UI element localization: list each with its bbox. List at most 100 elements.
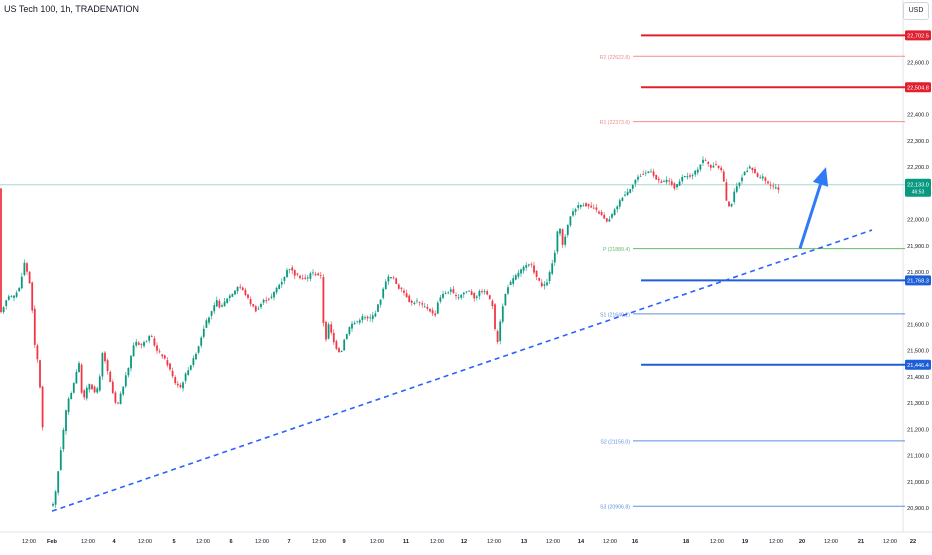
bearish-candle: [218, 300, 221, 308]
bullish-candle: [371, 315, 374, 320]
bearish-candle: [767, 181, 769, 184]
bullish-candle: [676, 184, 678, 188]
bearish-candle: [429, 308, 431, 312]
time-axis[interactable]: 12:00 Feb 12:00 4 12:00 5 12:00 6 12:00 7 12:00 9 12…: [22, 539, 916, 545]
currency-button[interactable]: USD: [903, 2, 929, 20]
bearish-candle: [247, 294, 249, 298]
bullish-candle: [390, 277, 392, 279]
bearish-candle: [31, 282, 34, 311]
bearish-candle: [169, 363, 171, 370]
bullish-candle: [88, 383, 91, 390]
bearish-candle: [91, 384, 93, 390]
bearish-candle: [707, 161, 710, 164]
price-tick-label: 21,300.0: [907, 401, 929, 407]
bullish-candle: [182, 382, 184, 389]
bullish-candle: [286, 270, 288, 277]
bullish-candle: [67, 398, 70, 413]
bearish-candle: [317, 273, 320, 276]
bullish-candle: [738, 182, 741, 186]
bearish-candle: [418, 302, 421, 304]
bearish-candle: [605, 218, 608, 222]
arrow-layer: [798, 167, 829, 249]
price-tick-label: 21,500.0: [907, 349, 929, 355]
bearish-candle: [652, 171, 655, 176]
bullish-candle: [70, 393, 73, 400]
bearish-candle: [156, 345, 158, 351]
bearish-candle: [603, 214, 606, 219]
price-axis[interactable]: 22,600.0 22,400.0 22,300.0 22,200.0 22,000.0…: [907, 60, 929, 512]
bullish-candle: [262, 299, 265, 303]
bullish-candle: [647, 171, 650, 173]
bullish-candle: [18, 287, 21, 292]
bullish-candle: [228, 295, 231, 298]
bearish-candle: [117, 402, 119, 404]
support-level-label: S1 (21640.2): [600, 312, 630, 318]
bearish-candle: [111, 381, 114, 394]
bullish-candle: [678, 181, 681, 186]
bullish-candle: [543, 284, 546, 286]
bullish-candle: [205, 320, 208, 328]
bearish-candle: [0, 188, 2, 313]
bearish-candle: [754, 168, 756, 174]
bullish-candle: [413, 302, 416, 305]
bullish-candle: [130, 355, 132, 369]
upward-arrow-shaft: [798, 183, 822, 249]
bullish-candle: [353, 322, 356, 325]
bullish-candle: [54, 491, 57, 505]
bullish-candle: [208, 317, 210, 323]
bearish-candle: [293, 270, 296, 276]
time-tick-label: 6: [229, 539, 232, 545]
ascending-trendline: [51, 229, 873, 512]
upward-arrow-head: [812, 167, 829, 187]
bearish-candle: [764, 177, 767, 181]
bullish-candle: [384, 281, 387, 290]
bullish-candle: [288, 269, 291, 270]
bearish-candle: [673, 183, 676, 189]
bullish-candle: [15, 292, 18, 297]
bullish-candle: [119, 393, 122, 405]
bearish-candle: [291, 267, 294, 271]
time-tick-label: 12:00: [138, 539, 152, 545]
bearish-candle: [392, 277, 395, 279]
bearish-candle: [670, 181, 673, 185]
resistance-price-tag-text: 22,504.8: [907, 86, 929, 92]
price-tick-label: 22,200.0: [907, 165, 929, 171]
bearish-candle: [114, 392, 117, 403]
time-tick-label: 20: [799, 539, 805, 545]
bullish-candle: [223, 301, 226, 307]
bullish-candle: [327, 324, 330, 339]
bearish-candle: [728, 201, 730, 207]
bullish-candle: [556, 231, 559, 252]
bearish-candle: [395, 278, 398, 284]
bullish-candle: [343, 339, 346, 351]
resistance-level-label: R2 (22622.8): [600, 55, 631, 61]
bearish-candle: [722, 171, 725, 182]
time-tick-label: 7: [287, 539, 290, 545]
bullish-candle: [270, 296, 273, 298]
bullish-candle: [20, 276, 23, 289]
time-tick-label: 4: [112, 539, 116, 545]
time-tick-label: 12:00: [370, 539, 384, 545]
bullish-candle: [449, 289, 452, 292]
bullish-candle: [345, 333, 348, 340]
bullish-candle: [702, 159, 704, 163]
levels-layer: 22,702.5 R2 (22622.8) 22,504.8 R1 (22373.6)…: [0, 30, 931, 511]
bullish-candle: [616, 206, 619, 210]
bearish-candle: [314, 273, 317, 276]
bullish-candle: [553, 252, 556, 263]
bearish-candle: [28, 271, 31, 284]
time-tick-label: 12:00: [546, 539, 560, 545]
bullish-candle: [741, 177, 743, 182]
bullish-candle: [520, 269, 522, 274]
bullish-candle: [460, 294, 463, 298]
bearish-candle: [455, 295, 457, 297]
bullish-candle: [5, 300, 8, 307]
resistance-price-tag: [905, 30, 931, 41]
bearish-candle: [530, 263, 533, 265]
bullish-candle: [759, 177, 762, 179]
bullish-candle: [509, 281, 512, 285]
bearish-candle: [267, 298, 270, 300]
bullish-candle: [639, 175, 642, 177]
bullish-candle: [504, 293, 507, 306]
